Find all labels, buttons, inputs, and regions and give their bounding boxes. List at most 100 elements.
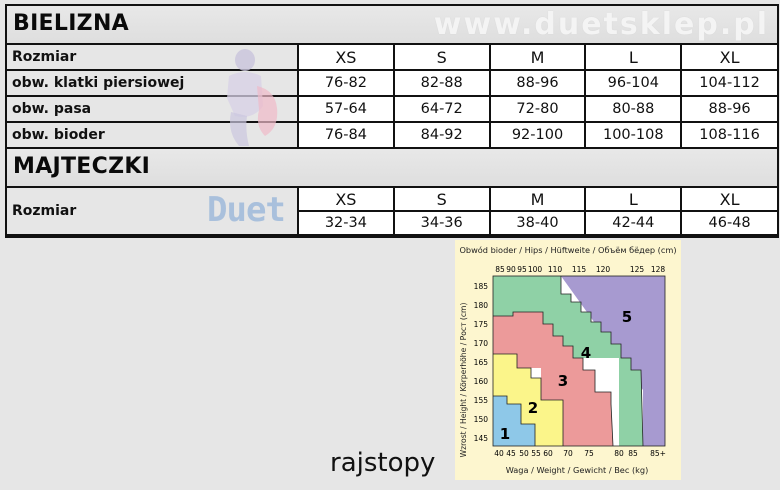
- size-xs: XS: [298, 45, 395, 71]
- y-tick: 145: [474, 434, 489, 443]
- bottom-tick: 85: [628, 449, 638, 458]
- bottom-tick: 75: [584, 449, 594, 458]
- table-cell: 57-64: [298, 96, 395, 123]
- bielizna-table: Rozmiar XS S M L XL obw. klatki piersiow…: [7, 45, 777, 149]
- y-tick: 175: [474, 320, 489, 329]
- chart-plot-border: [492, 275, 666, 447]
- size-l: L: [585, 188, 683, 212]
- bottom-tick: 40: [494, 449, 504, 458]
- section-majteczki-header: MAJTECZKI: [7, 149, 777, 188]
- zone-label-3: 3: [558, 372, 568, 390]
- y-axis-label: Wzrost / Height / Körperhöhe / Рост (cm): [459, 303, 468, 458]
- bielizna-header-row: Rozmiar XS S M L XL: [7, 45, 777, 71]
- top-tick: 85: [495, 265, 505, 274]
- top-tick: 90: [506, 265, 516, 274]
- bottom-tick: 80: [614, 449, 624, 458]
- table-cell: 32-34: [298, 211, 395, 236]
- zone-3: [493, 312, 613, 446]
- zone-label-2: 2: [528, 399, 538, 417]
- chart-title: Obwód bioder / Hips / Hüftweite / Объём …: [459, 245, 676, 255]
- table-cell: 88-96: [681, 96, 777, 123]
- table-row: obw. bioder 76-84 84-92 92-100 100-108 1…: [7, 122, 777, 149]
- majteczki-table-wrap: Rozmiar XS S M L XL 32-34 34-36 38-40 42…: [7, 188, 777, 236]
- table-cell: 76-82: [298, 70, 395, 97]
- y-tick: 160: [474, 377, 489, 386]
- table-row: obw. klatki piersiowej 76-82 82-88 88-96…: [7, 70, 777, 97]
- table-cell: 76-84: [298, 122, 395, 149]
- zone-2: [493, 354, 563, 446]
- majteczki-size-row: Rozmiar XS S M L XL: [7, 188, 777, 236]
- top-tick: 95: [517, 265, 527, 274]
- zone-boundaries: [493, 276, 644, 447]
- table-cell: 38-40: [489, 211, 587, 236]
- size-s: S: [393, 45, 491, 71]
- top-ticks: 85 90 95 100 110 115 120 125 128: [495, 265, 665, 274]
- size-s: S: [393, 188, 491, 212]
- table-cell: 92-100: [489, 122, 587, 149]
- bottom-tick: 50: [519, 449, 529, 458]
- top-tick: 125: [630, 265, 645, 274]
- duet-logo: Duet: [207, 190, 286, 230]
- size-m: M: [489, 188, 587, 212]
- table-cell: 34-36: [393, 211, 491, 236]
- zone-1: [493, 396, 535, 446]
- bottom-tick: 45: [506, 449, 516, 458]
- top-tick: 110: [548, 265, 563, 274]
- y-tick: 170: [474, 339, 489, 348]
- section-title-bielizna: BIELIZNA: [13, 11, 129, 36]
- row-label: Rozmiar: [7, 188, 299, 236]
- zone-label-4: 4: [581, 344, 591, 362]
- table-row: obw. pasa 57-64 64-72 72-80 80-88 88-96: [7, 96, 777, 123]
- y-tick: 150: [474, 415, 489, 424]
- table-cell: 46-48: [681, 211, 777, 236]
- bottom-tick: 70: [563, 449, 573, 458]
- table-cell: 84-92: [393, 122, 491, 149]
- header-label: Rozmiar: [7, 45, 299, 71]
- table-cell: 100-108: [585, 122, 683, 149]
- row-label: obw. pasa: [7, 96, 299, 123]
- bottom-ticks: 40 45 50 55 60 70 75 80 85 85+: [494, 449, 666, 458]
- table-cell: 82-88: [393, 70, 491, 97]
- y-ticks: 185 180 175 170 165 160 155 150 145: [474, 282, 489, 443]
- y-tick: 155: [474, 396, 489, 405]
- bottom-tick: 85+: [650, 449, 666, 458]
- y-tick: 180: [474, 301, 489, 310]
- table-cell: 96-104: [585, 70, 683, 97]
- top-tick: 128: [651, 265, 666, 274]
- table-cell: 104-112: [681, 70, 777, 97]
- size-m: M: [489, 45, 587, 71]
- bielizna-table-wrap: Rozmiar XS S M L XL obw. klatki piersiow…: [7, 45, 777, 149]
- zone-label-5: 5: [622, 308, 632, 326]
- size-xl: XL: [681, 45, 777, 71]
- section-bielizna-header: BIELIZNA www.duetsklep.pl: [7, 6, 777, 45]
- size-xs: XS: [298, 188, 395, 212]
- size-table: BIELIZNA www.duetsklep.pl Rozmiar XS S M…: [5, 4, 779, 238]
- tights-size-chart: Obwód bioder / Hips / Hüftweite / Объём …: [455, 240, 681, 480]
- y-tick: 185: [474, 282, 489, 291]
- table-row: 32-34 34-36 38-40 42-44 46-48: [7, 211, 777, 236]
- table-cell: 64-72: [393, 96, 491, 123]
- majteczki-table: Rozmiar XS S M L XL 32-34 34-36 38-40 42…: [7, 188, 777, 236]
- section-title-majteczki: MAJTECZKI: [13, 154, 151, 179]
- tights-caption: rajstopy: [330, 448, 436, 478]
- size-xl: XL: [681, 188, 777, 212]
- bottom-tick: 60: [543, 449, 553, 458]
- top-tick: 100: [528, 265, 543, 274]
- x-axis-label: Waga / Weight / Gewicht / Вес (kg): [506, 465, 649, 475]
- y-tick: 165: [474, 358, 489, 367]
- table-cell: 108-116: [681, 122, 777, 149]
- top-tick: 120: [596, 265, 611, 274]
- watermark: www.duetsklep.pl: [433, 7, 769, 42]
- table-cell: 88-96: [489, 70, 587, 97]
- bottom-tick: 55: [531, 449, 541, 458]
- table-cell: 80-88: [585, 96, 683, 123]
- top-tick: 115: [572, 265, 587, 274]
- row-label: obw. klatki piersiowej: [7, 70, 299, 97]
- row-label: obw. bioder: [7, 122, 299, 149]
- zone-5: [561, 276, 665, 446]
- zone-label-1: 1: [500, 425, 510, 443]
- size-l: L: [585, 45, 683, 71]
- table-cell: 42-44: [585, 211, 683, 236]
- table-cell: 72-80: [489, 96, 587, 123]
- tights-chart-svg: Obwód bioder / Hips / Hüftweite / Объём …: [459, 245, 677, 475]
